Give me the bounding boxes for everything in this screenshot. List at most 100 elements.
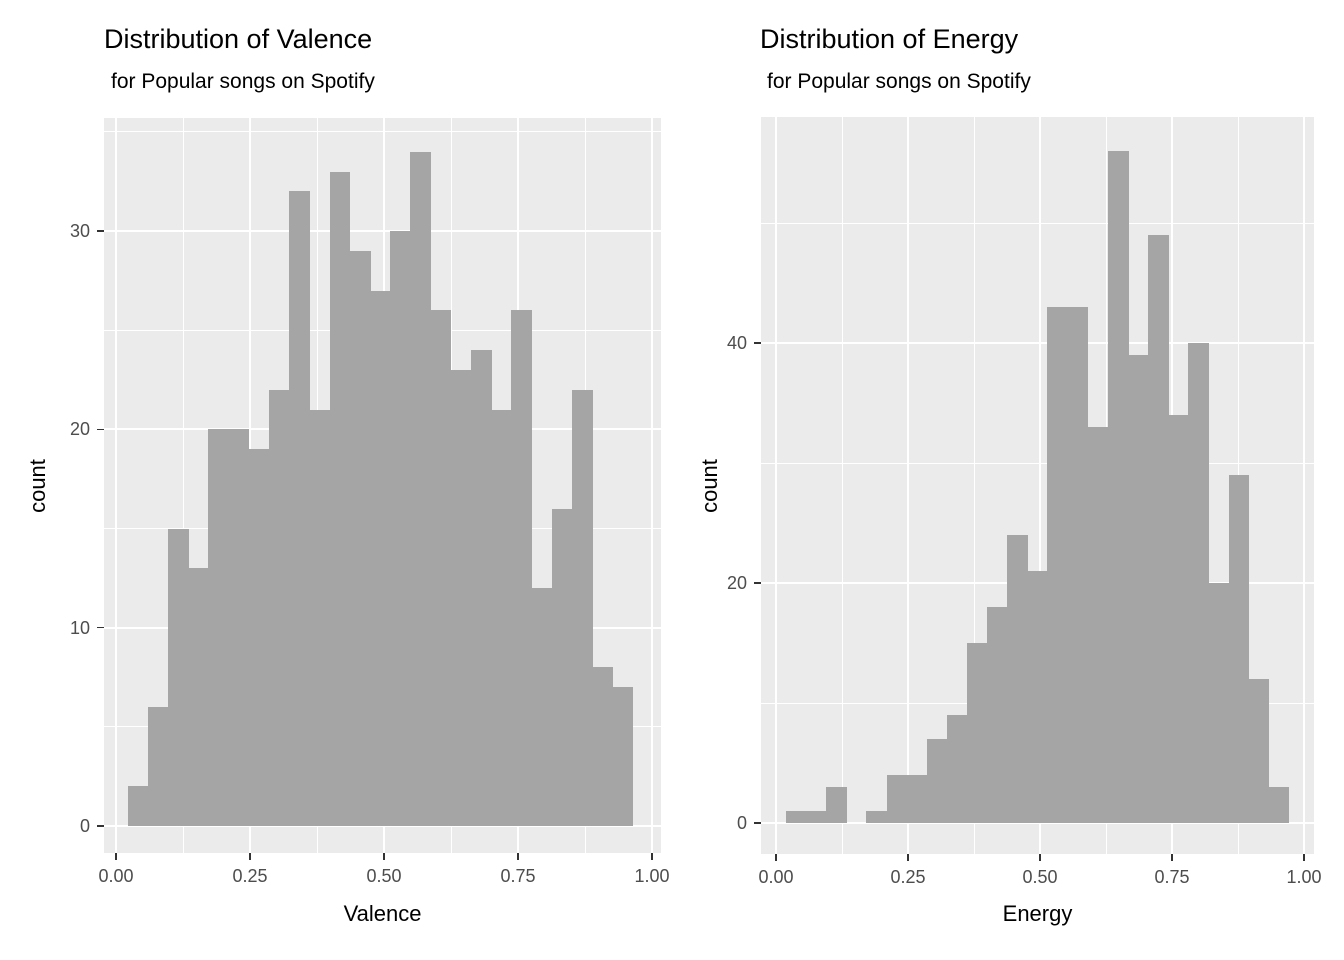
y-tick-mark	[97, 825, 104, 827]
histogram-bar	[1107, 151, 1129, 823]
x-tick-label: 0.50	[1022, 867, 1058, 887]
x-tick-label: 0.50	[366, 866, 402, 886]
histogram-bar	[450, 369, 472, 826]
x-tick-mark	[249, 853, 251, 860]
x-major-gridline	[651, 118, 653, 853]
y-tick-mark	[754, 822, 761, 824]
histogram-bar	[147, 707, 169, 826]
plot-title: Distribution of Energy	[760, 24, 1019, 54]
x-tick-mark	[1303, 854, 1305, 861]
y-minor-gridline	[761, 462, 1314, 464]
x-major-gridline	[1039, 117, 1041, 854]
histogram-bar	[946, 715, 968, 823]
histogram-bar	[1148, 235, 1169, 823]
histogram-bar	[572, 389, 593, 826]
x-tick-mark	[1039, 854, 1041, 861]
x-major-gridline	[775, 117, 777, 854]
plot-panel	[761, 117, 1314, 854]
y-axis-title: count	[697, 458, 722, 513]
histogram-bar	[551, 508, 573, 826]
x-minor-gridline	[182, 118, 184, 853]
histogram-bar	[228, 429, 250, 826]
x-tick-label: 0.00	[758, 867, 794, 887]
x-major-gridline	[907, 117, 909, 854]
y-tick-label: 0	[79, 816, 90, 836]
x-tick-mark	[907, 854, 909, 861]
y-tick-label: 10	[69, 617, 90, 638]
histogram-bar	[1127, 355, 1149, 823]
histogram-bar	[289, 191, 310, 826]
x-minor-gridline	[973, 117, 975, 854]
histogram-bar	[410, 151, 432, 826]
histogram-bar	[188, 568, 209, 826]
x-major-gridline	[115, 118, 117, 853]
y-major-gridline	[761, 342, 1314, 344]
plot-subtitle: for Popular songs on Spotify	[767, 70, 1031, 93]
x-tick-label: 0.75	[500, 866, 536, 886]
plot-subtitle: for Popular songs on Spotify	[111, 70, 375, 93]
histogram-bar	[1047, 307, 1069, 823]
histogram-bar	[806, 811, 827, 823]
histogram-bar	[309, 409, 331, 826]
histogram-bar	[329, 171, 351, 826]
y-tick-label: 40	[726, 333, 747, 353]
histogram-bar	[208, 429, 230, 826]
y-major-gridline	[761, 822, 1314, 824]
x-tick-label: 1.00	[1286, 867, 1322, 887]
histogram-bar	[349, 250, 371, 826]
y-tick-label: 20	[726, 573, 747, 593]
x-tick-label: 1.00	[634, 866, 670, 886]
histogram-bar	[886, 775, 908, 823]
y-minor-gridline	[104, 131, 661, 133]
x-tick-label: 0.00	[98, 866, 134, 886]
histogram-bar	[1007, 535, 1028, 823]
histogram-bar	[1248, 679, 1270, 823]
x-tick-mark	[1171, 854, 1173, 861]
histogram-bar	[471, 350, 492, 826]
histogram-bar	[127, 786, 149, 826]
x-tick-mark	[383, 853, 385, 860]
y-minor-gridline	[761, 222, 1314, 224]
histogram-bar	[1087, 427, 1109, 823]
y-major-gridline	[104, 825, 661, 827]
plot-title: Distribution of Valence	[104, 24, 373, 54]
y-major-gridline	[104, 230, 661, 233]
x-tick-mark	[651, 853, 653, 860]
y-tick-mark	[754, 582, 761, 584]
x-tick-mark	[775, 854, 777, 861]
histogram-bar	[1208, 583, 1230, 823]
y-tick-mark	[754, 342, 761, 344]
histogram-bar	[531, 588, 553, 826]
histogram-bar	[268, 389, 290, 826]
histogram-bar	[612, 687, 634, 826]
histogram-bar	[967, 643, 988, 823]
histogram-bar	[511, 310, 533, 826]
y-tick-label: 20	[69, 419, 90, 440]
histogram-bar	[866, 811, 888, 823]
histogram-bar	[167, 528, 189, 826]
x-axis-title: Energy	[1002, 901, 1073, 926]
x-tick-mark	[115, 853, 117, 860]
histogram-bar	[987, 607, 1008, 823]
y-tick-mark	[97, 428, 104, 431]
valence-histogram-plot: Distribution of Valence for Popular song…	[25, 24, 670, 926]
y-tick-label: 30	[69, 221, 90, 242]
histogram-bar	[1188, 343, 1210, 823]
histogram-bar	[370, 290, 391, 826]
y-tick-mark	[97, 230, 104, 232]
plot-panel	[104, 118, 661, 853]
x-axis-title: Valence	[343, 901, 422, 926]
histogram-bar	[785, 811, 807, 823]
histogram-bar	[491, 409, 513, 826]
histogram-bar	[826, 787, 847, 823]
histogram-bar	[592, 667, 614, 826]
histogram-bar	[906, 775, 928, 823]
histogram-bar	[1067, 307, 1089, 823]
histogram-bar	[1168, 415, 1189, 823]
y-tick-label: 0	[736, 813, 747, 833]
histogram-bar	[1268, 787, 1290, 823]
x-minor-gridline	[841, 117, 843, 854]
x-tick-label: 0.25	[890, 867, 926, 887]
histogram-bar	[1027, 571, 1049, 823]
histogram-bar	[248, 449, 270, 826]
